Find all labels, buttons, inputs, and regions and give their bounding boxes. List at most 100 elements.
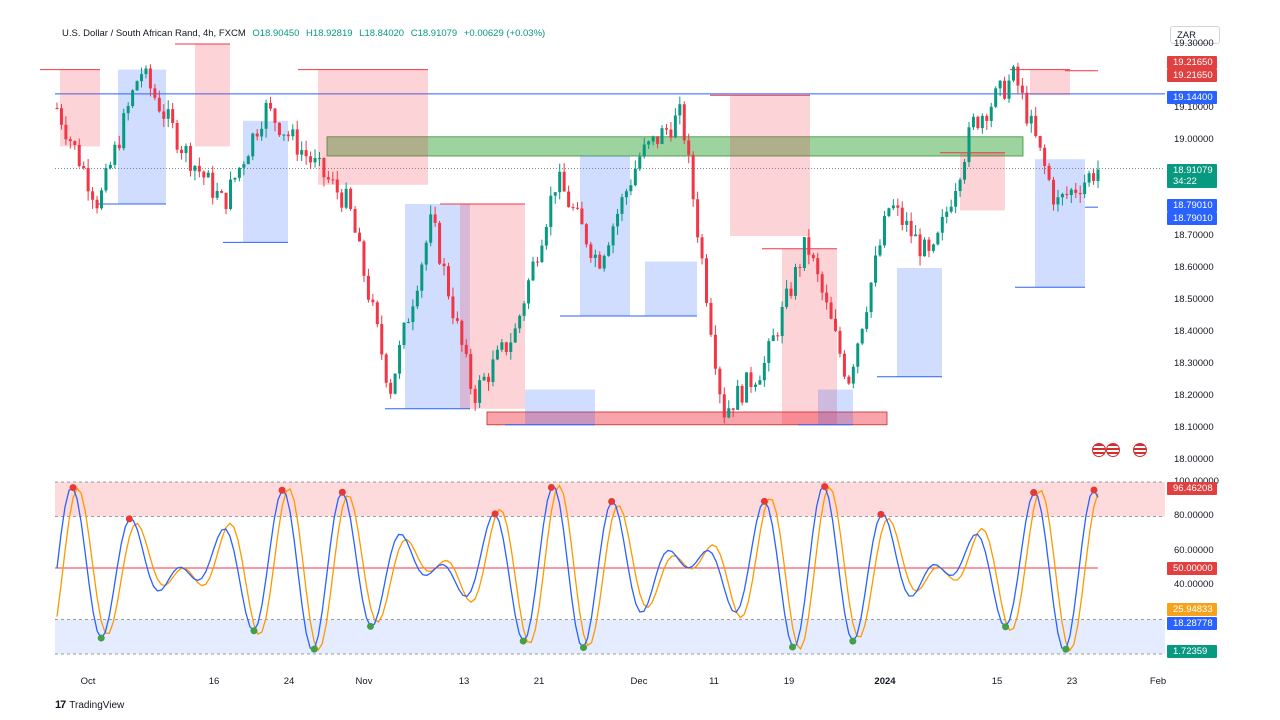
candle-body <box>286 134 290 137</box>
time-tick-label: 24 <box>283 676 295 687</box>
candle-body <box>371 299 375 303</box>
candle-body <box>967 127 971 162</box>
candle-body <box>260 128 264 137</box>
time-tick-label: Oct <box>80 676 96 687</box>
sr-box <box>525 389 595 425</box>
candle-body <box>358 232 362 242</box>
candle-body <box>678 104 682 116</box>
candle-body <box>927 239 931 251</box>
candle-body <box>335 179 339 193</box>
candle-body <box>264 102 268 129</box>
candle-body <box>576 207 579 209</box>
candle-body <box>887 208 891 217</box>
candle-body <box>607 245 611 256</box>
candle-body <box>602 255 606 269</box>
us-flag-icon[interactable] <box>1106 443 1120 457</box>
candle-body <box>68 139 72 142</box>
candle-body <box>1078 192 1082 195</box>
candle-body <box>834 318 838 331</box>
candle-body <box>451 296 455 319</box>
candle-body <box>429 214 433 243</box>
candle-body <box>593 254 597 259</box>
candle-body <box>491 359 495 382</box>
candle-body <box>166 109 170 119</box>
time-tick-label: 15 <box>991 676 1003 687</box>
stoch-d-line <box>56 484 1099 652</box>
us-flag-icon[interactable] <box>1133 443 1147 457</box>
candle-body <box>55 108 59 109</box>
candle-body <box>793 267 797 296</box>
candle-body <box>184 145 188 154</box>
price-tick-label: 18.20000 <box>1174 390 1214 401</box>
stoch-buy-dot <box>519 637 527 645</box>
price-tick-label: 18.60000 <box>1174 262 1214 273</box>
candle-body <box>740 385 744 403</box>
candle-body <box>785 288 789 307</box>
candle-body <box>900 207 904 225</box>
candle-body <box>366 275 370 300</box>
stoch-sell-dot <box>821 483 829 491</box>
candle-body <box>851 366 855 384</box>
candle-body <box>936 232 940 245</box>
candle-body <box>473 388 477 403</box>
candle-body <box>384 354 388 383</box>
price-badge: 19.21650 <box>1167 56 1217 69</box>
footer-branding[interactable]: 17 TradingView <box>55 699 124 711</box>
sr-box <box>195 44 230 147</box>
stoch-sell-dot <box>877 510 885 518</box>
candle-body <box>558 171 562 193</box>
candle-body <box>994 88 998 107</box>
time-tick-label: 21 <box>533 676 545 687</box>
candle-body <box>798 267 802 269</box>
candle-body <box>188 145 192 171</box>
price-badge: 18.79010 <box>1167 212 1217 225</box>
green-zone <box>326 136 1024 157</box>
stoch-buy-dot <box>250 627 258 635</box>
osc-tick-label: 100.00000 <box>1174 476 1219 487</box>
candle-body <box>322 158 326 178</box>
candle-body <box>1034 115 1038 137</box>
sr-box <box>960 152 1005 211</box>
sr-box <box>782 248 837 425</box>
candle-body <box>300 150 304 155</box>
candle-body <box>1047 165 1051 180</box>
us-flag-icon[interactable] <box>1092 443 1106 457</box>
candle-body <box>122 113 126 149</box>
candle-body <box>91 191 95 200</box>
candle-body <box>206 172 210 178</box>
price-tick-label: 18.40000 <box>1174 326 1214 337</box>
candle-body <box>460 320 464 345</box>
sr-box <box>1030 69 1070 96</box>
candle-body <box>455 318 459 321</box>
price-tick-label: 18.70000 <box>1174 230 1214 241</box>
brand-name: TradingView <box>69 699 125 711</box>
candle-body <box>731 408 735 410</box>
candle-body <box>86 167 90 192</box>
candle-body <box>215 191 219 198</box>
candle-body <box>638 156 642 169</box>
candle-body <box>802 237 806 269</box>
candle-body <box>882 216 886 246</box>
osc-badge: 96.46208 <box>1167 482 1217 496</box>
time-tick-label: 13 <box>458 676 470 687</box>
candle-body <box>825 292 829 303</box>
candle-body <box>856 343 860 367</box>
candle-body <box>197 165 201 172</box>
candle-body <box>1087 173 1091 183</box>
candle-body <box>989 106 993 121</box>
candle-body <box>171 109 175 124</box>
candle-body <box>896 205 900 208</box>
candle-body <box>277 122 281 136</box>
candle-body <box>914 234 918 237</box>
stoch-sell-dot <box>125 515 133 523</box>
currency-selector[interactable]: ZAR <box>1170 26 1220 44</box>
low-value: L18.84020 <box>359 28 405 39</box>
candle-body <box>709 302 713 335</box>
chart-header: U.S. Dollar / South African Rand, 4h, FX… <box>62 28 545 39</box>
osc-tick-label: 60.00000 <box>1174 544 1214 556</box>
candle-body <box>976 116 980 129</box>
candle-body <box>842 353 846 377</box>
candle-body <box>531 261 535 281</box>
